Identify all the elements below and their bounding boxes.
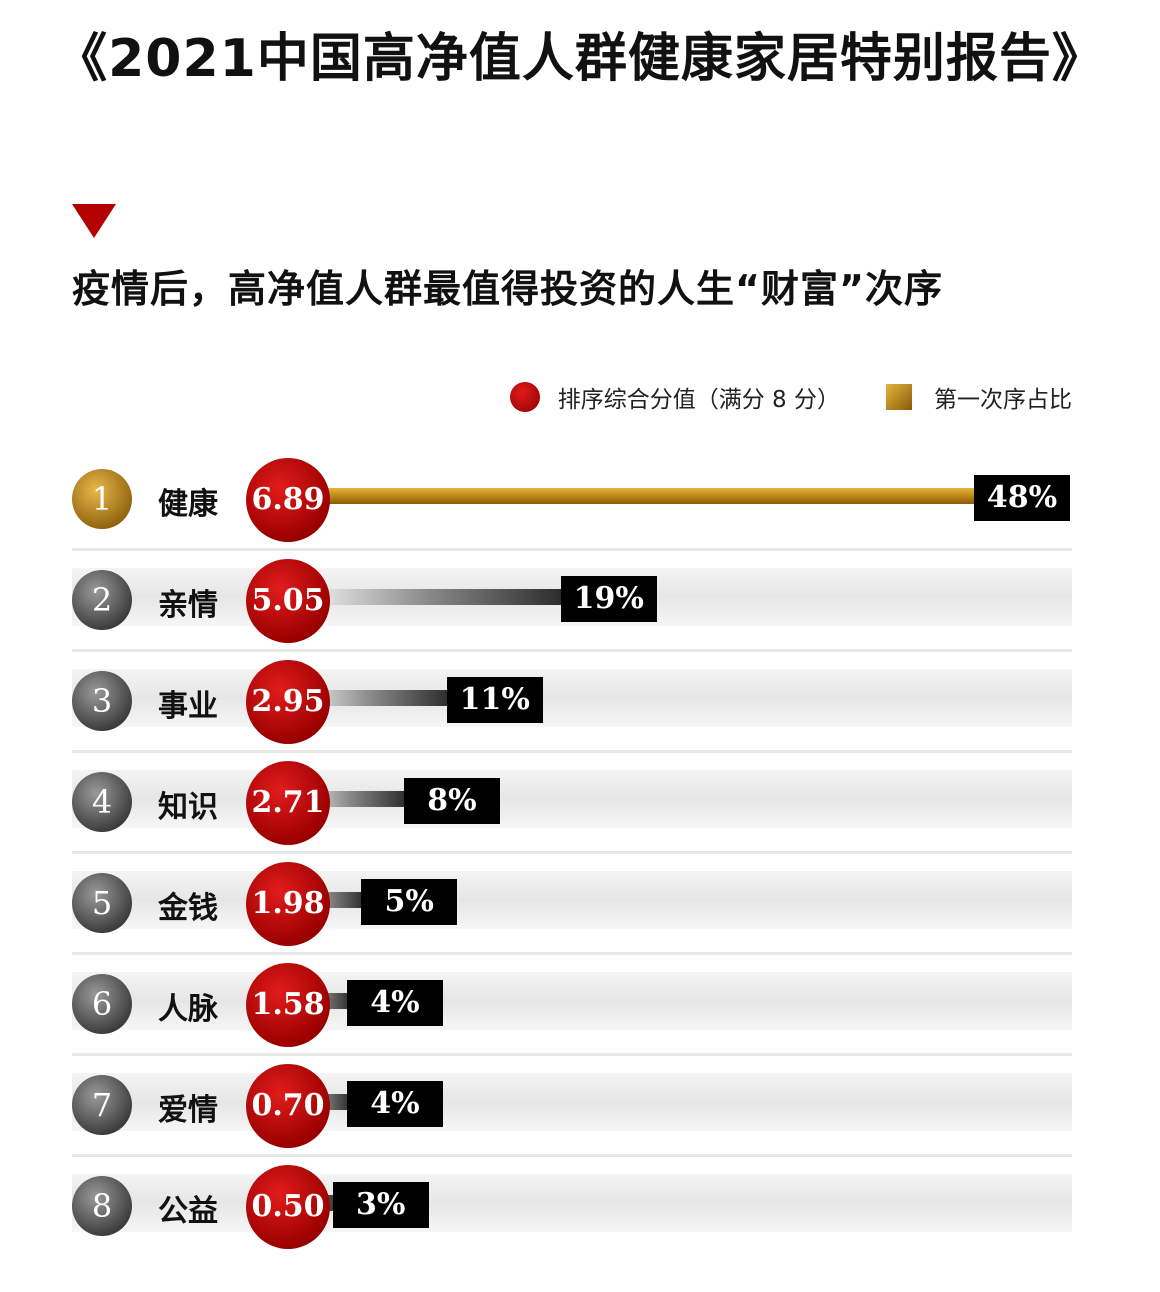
category-label: 爱情 (158, 1093, 218, 1128)
category-label: 知识 (158, 790, 218, 825)
share-label: 19% (560, 576, 657, 622)
ranking-chart: 1 健康 6.89 48% 2 亲情 5.05 19% 3 事业 2.95 11% 4 知识 2.71 8% 5… (0, 445, 1160, 1265)
chart-row: 6 人脉 1.58 4% (0, 950, 1160, 1051)
category-label: 亲情 (158, 588, 218, 623)
rank-badge: 7 (72, 1075, 132, 1135)
share-label: 4% (347, 1081, 443, 1127)
row-band (72, 750, 1072, 828)
red-circle-icon (509, 382, 540, 412)
chart-row: 1 健康 6.89 48% (0, 445, 1160, 546)
chart-row: 4 知识 2.71 8% (0, 748, 1160, 849)
share-label: 4% (347, 980, 443, 1026)
row-band (72, 1053, 1072, 1131)
score-circle: 1.58 (246, 963, 330, 1047)
chart-legend: 排序综合分值（满分 8 分） 第一次序占比 (509, 380, 1072, 414)
category-label: 金钱 (158, 891, 218, 926)
rank-badge: 4 (72, 772, 132, 832)
chart-row: 2 亲情 5.05 19% (0, 546, 1160, 647)
share-label: 3% (332, 1182, 429, 1228)
share-label: 11% (446, 677, 543, 723)
score-circle: 2.71 (246, 761, 330, 845)
category-label: 健康 (158, 487, 218, 522)
score-circle: 5.05 (246, 559, 330, 643)
chart-row: 3 事业 2.95 11% (0, 647, 1160, 748)
gold-square-icon (886, 384, 912, 410)
legend-score-label: 排序综合分值（满分 8 分） (557, 387, 840, 413)
chart-row: 7 爱情 0.70 4% (0, 1051, 1160, 1152)
page-title: 《2021中国高净值人群健康家居特别报告》 (55, 29, 1105, 89)
row-band (72, 649, 1072, 727)
legend-share-label: 第一次序占比 (934, 387, 1072, 413)
chart-row: 5 金钱 1.98 5% (0, 849, 1160, 950)
category-label: 事业 (158, 689, 218, 724)
score-circle: 0.50 (246, 1165, 330, 1249)
triangle-marker-icon (72, 204, 116, 238)
chart-subtitle: 疫情后，高净值人群最值得投资的人生“财富”次序 (72, 267, 943, 311)
rank-badge: 8 (72, 1176, 132, 1236)
score-circle: 1.98 (246, 862, 330, 946)
share-label: 8% (404, 778, 500, 824)
rank-badge: 5 (72, 873, 132, 933)
rank-badge: 3 (72, 671, 132, 731)
score-circle: 6.89 (246, 458, 330, 542)
rank-badge: 2 (72, 570, 132, 630)
share-bar (290, 589, 565, 605)
row-band (72, 952, 1072, 1030)
share-bar (290, 488, 978, 504)
row-band (72, 1154, 1072, 1232)
score-circle: 0.70 (246, 1064, 330, 1148)
category-label: 人脉 (158, 992, 218, 1027)
chart-row: 8 公益 0.50 3% (0, 1152, 1160, 1253)
score-circle: 2.95 (246, 660, 330, 744)
category-label: 公益 (158, 1194, 218, 1229)
share-label: 48% (974, 475, 1070, 521)
rank-badge: 6 (72, 974, 132, 1034)
row-band (72, 851, 1072, 929)
share-bar (290, 690, 451, 706)
share-label: 5% (361, 879, 458, 925)
rank-badge: 1 (72, 469, 132, 529)
